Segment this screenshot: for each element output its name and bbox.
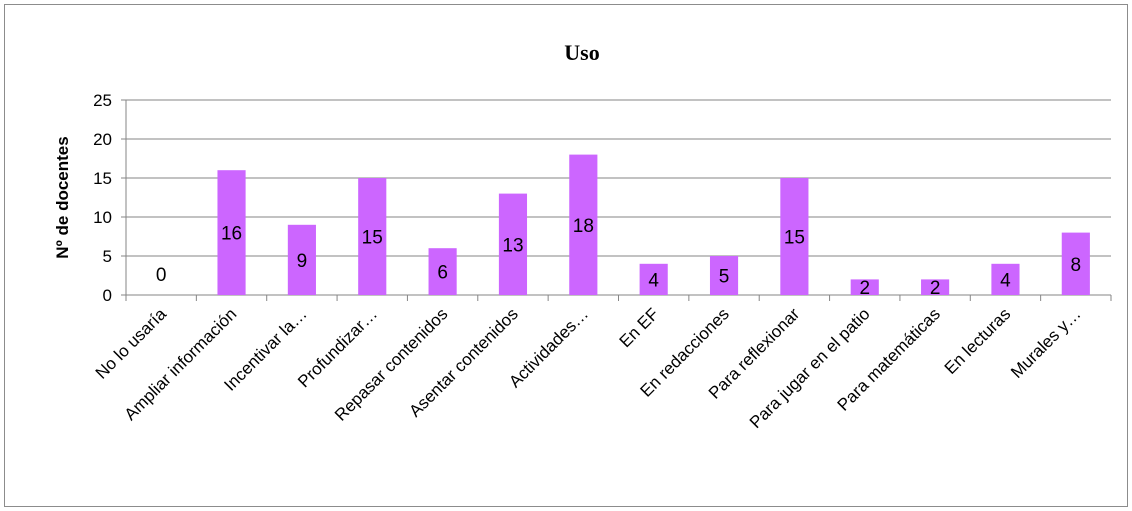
- data-label: 2: [859, 278, 870, 299]
- bar: [428, 248, 457, 295]
- x-tick-label: Murales y…: [1007, 304, 1085, 382]
- bar: [217, 170, 246, 295]
- axes: [121, 99, 1112, 301]
- bar: [780, 178, 809, 295]
- y-tick-label: 20: [93, 130, 112, 149]
- bar: [709, 256, 739, 295]
- data-label: 18: [573, 216, 594, 237]
- data-label: 15: [784, 228, 805, 249]
- data-label: 9: [297, 251, 308, 272]
- bar: [287, 224, 316, 295]
- y-tick-label: 15: [93, 169, 112, 188]
- y-axis-label: Nº de docentes: [53, 136, 72, 258]
- bar: [498, 193, 528, 295]
- x-tick-label: En lecturas: [941, 304, 1015, 378]
- chart-frame: Uso Nº de docentes 0 16 9 15 6 13 18 4 5 15 2 2 4 8 N…: [4, 4, 1128, 507]
- y-tick-labels: 0 5 10 15 20 25: [93, 91, 112, 305]
- data-label: 4: [1000, 270, 1011, 291]
- bar: [1061, 232, 1090, 295]
- chart-title: Uso: [564, 40, 599, 65]
- data-label: 6: [437, 263, 448, 284]
- bar: [569, 154, 598, 295]
- data-label: 0: [156, 265, 167, 286]
- y-tick-label: 10: [93, 208, 112, 227]
- data-labels: 0 16 9 15 6 13 18 4 5 15 2 2 4 8: [156, 216, 1081, 299]
- data-label: 4: [648, 270, 659, 291]
- bar: [639, 263, 668, 295]
- data-label: 5: [719, 267, 730, 288]
- bar: [358, 178, 387, 295]
- bar-chart: Uso Nº de docentes 0 16 9 15 6 13 18 4 5 15 2 2 4 8 N…: [53, 40, 1112, 432]
- bars: [217, 154, 1090, 295]
- gridlines: [126, 99, 1111, 257]
- x-tick-label: En EF: [616, 304, 663, 351]
- bar: [921, 279, 950, 295]
- data-label: 8: [1071, 255, 1082, 276]
- data-label: 16: [221, 224, 242, 245]
- data-label: 2: [930, 278, 941, 299]
- bar: [850, 279, 879, 295]
- x-tick-label: Para jugar en el patio: [746, 304, 874, 432]
- data-label: 15: [362, 228, 383, 249]
- y-tick-label: 25: [93, 91, 112, 110]
- data-label: 13: [502, 235, 523, 256]
- bar: [991, 263, 1020, 295]
- x-tick-label: No lo usaría: [92, 304, 171, 383]
- y-tick-label: 0: [103, 286, 112, 305]
- y-tick-label: 5: [103, 247, 112, 266]
